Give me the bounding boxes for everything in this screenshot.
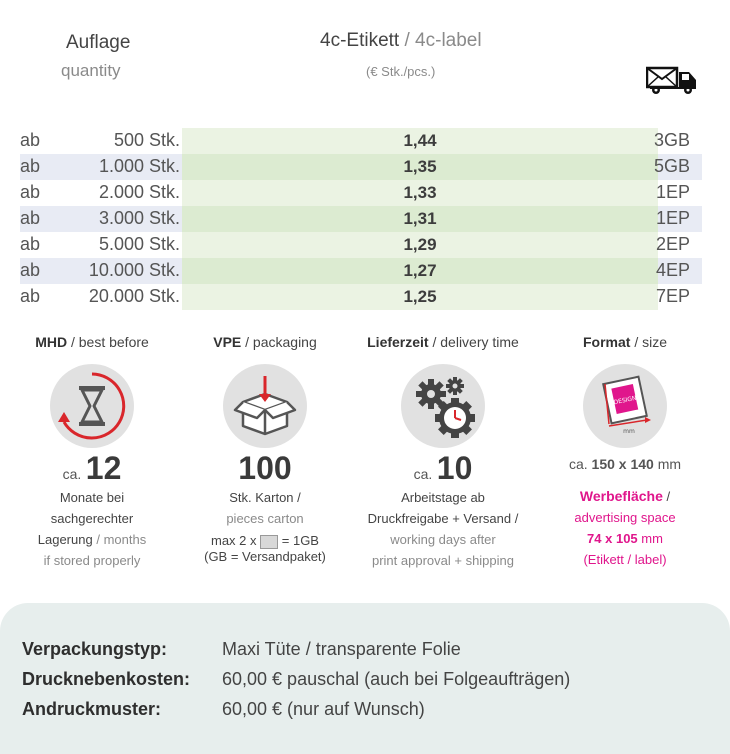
row-quantity: 1.000 Stk. [98,156,180,176]
box-icon [223,364,307,448]
mhd-number: 12 [85,450,122,486]
gears-clock-icon [401,364,485,448]
row-price: 1,31 [403,209,437,228]
delivery-text: Arbeitstage ab Druckfreigabe + Versand /… [367,490,519,568]
delivery-title: Lieferzeit / delivery time [367,334,519,350]
detail-value: 60,00 € pauschal (auch bei Folgeaufträge… [222,669,571,689]
table-row: ab 2.000 Stk. 1,33 1EP [20,180,702,206]
row-shipping: 7EP [655,286,690,306]
row-ab: ab [20,208,41,228]
row-shipping: 1EP [655,208,690,228]
table-row: ab 1.000 Stk. 1,35 5GB [20,154,702,180]
quantity-header-en: quantity [61,61,121,80]
row-price: 1,25 [403,287,437,306]
price-cell-bg [182,154,658,180]
row-shipping: 4EP [655,260,690,280]
price-cell-bg [182,128,658,154]
label-header-sep: / [399,30,416,51]
format-title: Format / size [582,334,668,350]
price-cell-bg [182,284,658,310]
table-row: ab 10.000 Stk. 1,27 4EP [20,258,702,284]
price-unit: (€ Stk./pcs.) [366,64,436,79]
shipping-truck-icon [646,66,696,94]
hourglass-icon [50,364,134,448]
small-box-icon [260,534,279,549]
row-price: 1,27 [403,261,437,280]
svg-text:mm: mm [623,428,635,435]
mhd-text: Monate bei sachgerechter Lagerung / mont… [37,490,147,568]
row-price: 1,29 [403,235,437,254]
row-ab: ab [20,130,41,150]
label-header-en: 4c-label [415,30,482,51]
info-vpe: VPE / packaging 100 Stk. Karton / pieces… [175,334,355,565]
info-delivery: Lieferzeit / delivery time ca. 10 Arbeit… [353,334,533,571]
detail-key: Andruckmuster: [22,699,162,719]
row-quantity: 20.000 Stk. [88,286,180,306]
table-row: ab 3.000 Stk. 1,31 1EP [20,206,702,232]
row-ab: ab [20,156,41,176]
row-shipping: 2EP [655,234,690,254]
detail-value: Maxi Tüte / transparente Folie [222,639,461,659]
row-ab: ab [20,260,41,280]
row-ab: ab [20,286,41,306]
row-shipping: 5GB [653,156,690,176]
detail-key: Verpackungstyp: [22,639,168,659]
label-header: 4c-Etikett / 4c-label [320,30,482,52]
row-ab: ab [20,182,41,202]
price-cell-bg [182,258,658,284]
price-cell-bg [182,180,658,206]
details-box: Verpackungstyp: Maxi Tüte / transparente … [0,603,730,754]
info-mhd: MHD / best before ca. 12 Monate bei sach… [2,334,182,571]
quantity-header-de: Auflage [66,32,131,53]
row-quantity: 2.000 Stk. [98,182,180,202]
table-row: ab 20.000 Stk. 1,25 7EP [20,284,702,310]
label-header-de: 4c-Etikett [320,30,400,51]
vpe-number: 100 [238,450,292,486]
row-quantity: 500 Stk. [113,130,180,150]
vpe-title: VPE / packaging [213,334,317,350]
row-price: 1,33 [403,183,437,202]
row-price: 1,35 [403,157,437,176]
table-row: ab 5.000 Stk. 1,29 2EP [20,232,702,258]
price-table: ab 500 Stk. 1,44 3GB ab 1.000 Stk. 1,35 5GB ab 2.… [20,128,702,310]
row-quantity: 10.000 Stk. [88,260,180,280]
price-cell-bg [182,232,658,258]
delivery-number: 10 [436,450,473,486]
row-ab: ab [20,234,41,254]
row-shipping: 1EP [655,182,690,202]
row-quantity: 3.000 Stk. [98,208,180,228]
label-format-icon: DESIGN mm [583,364,667,448]
svg-text:DESIGN: DESIGN [613,395,637,407]
row-quantity: 5.000 Stk. [98,234,180,254]
table-row: ab 500 Stk. 1,44 3GB [20,128,702,154]
row-shipping: 3GB [653,130,690,150]
vpe-text: Stk. Karton / pieces carton max 2 x = 1G… [204,490,326,564]
mhd-title: MHD / best before [35,334,149,350]
detail-key: Drucknebenkosten: [22,669,191,689]
info-format: Format / size DESIGN mm ca. 150 x 140 mm… [535,334,715,570]
format-size: ca. 150 x 140 mm [568,456,682,472]
price-cell-bg [182,206,658,232]
detail-value: 60,00 € (nur auf Wunsch) [222,699,425,719]
format-text: Werbefläche / advertising space 74 x 105… [574,488,676,567]
row-price: 1,44 [403,131,437,150]
